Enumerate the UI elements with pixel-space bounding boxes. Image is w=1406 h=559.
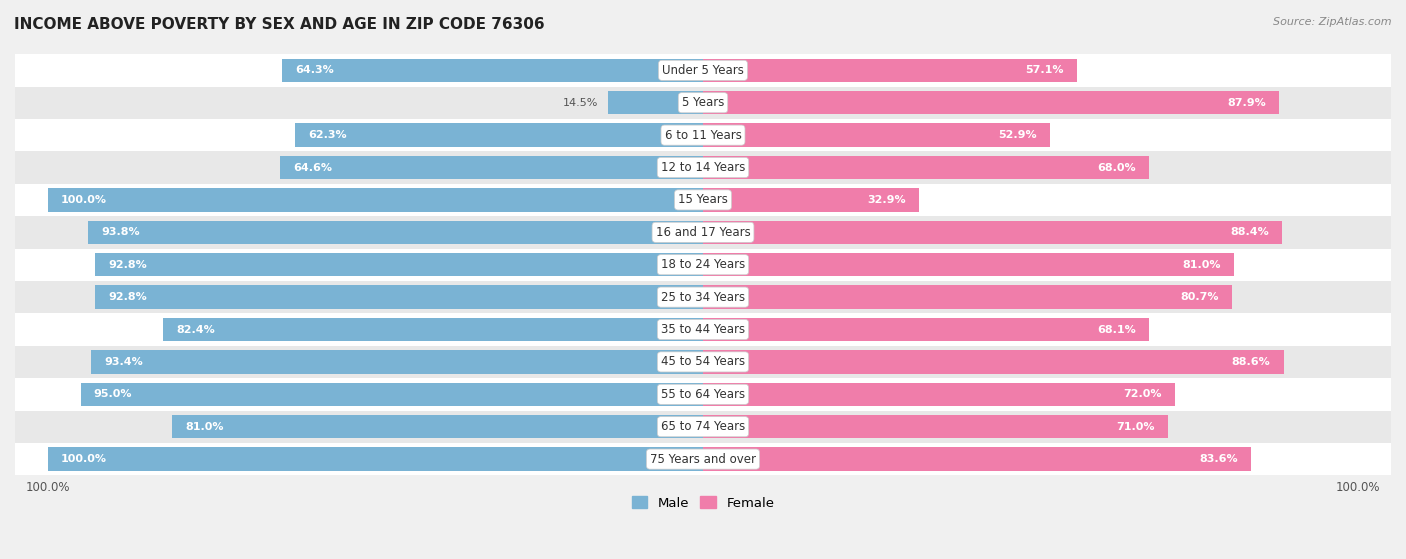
Bar xyxy=(703,253,1233,276)
Text: 93.8%: 93.8% xyxy=(101,228,141,238)
Bar xyxy=(163,318,703,341)
Text: 45 to 54 Years: 45 to 54 Years xyxy=(661,356,745,368)
Text: 88.6%: 88.6% xyxy=(1232,357,1271,367)
Bar xyxy=(15,184,1391,216)
Text: 15 Years: 15 Years xyxy=(678,193,728,206)
Text: 12 to 14 Years: 12 to 14 Years xyxy=(661,161,745,174)
Bar xyxy=(15,410,1391,443)
Bar xyxy=(15,216,1391,249)
Bar xyxy=(703,91,1279,115)
Text: 5 Years: 5 Years xyxy=(682,96,724,109)
Text: 32.9%: 32.9% xyxy=(868,195,905,205)
Text: 65 to 74 Years: 65 to 74 Years xyxy=(661,420,745,433)
Text: 93.4%: 93.4% xyxy=(104,357,143,367)
Text: 25 to 34 Years: 25 to 34 Years xyxy=(661,291,745,304)
Text: 57.1%: 57.1% xyxy=(1025,65,1064,75)
Text: 95.0%: 95.0% xyxy=(94,389,132,399)
Text: 87.9%: 87.9% xyxy=(1227,98,1265,108)
Text: 14.5%: 14.5% xyxy=(562,98,598,108)
Bar xyxy=(89,221,703,244)
Text: 35 to 44 Years: 35 to 44 Years xyxy=(661,323,745,336)
Text: 82.4%: 82.4% xyxy=(176,325,215,334)
Text: 72.0%: 72.0% xyxy=(1123,389,1161,399)
Bar xyxy=(703,124,1050,147)
Bar xyxy=(703,59,1077,82)
Bar xyxy=(48,188,703,212)
Text: 52.9%: 52.9% xyxy=(998,130,1036,140)
Text: 80.7%: 80.7% xyxy=(1180,292,1219,302)
Text: 16 and 17 Years: 16 and 17 Years xyxy=(655,226,751,239)
Bar xyxy=(15,151,1391,184)
Bar xyxy=(703,286,1232,309)
Bar xyxy=(703,221,1282,244)
Bar xyxy=(703,350,1284,373)
Text: 81.0%: 81.0% xyxy=(186,421,224,432)
Bar xyxy=(703,188,918,212)
Bar xyxy=(15,119,1391,151)
Text: 64.3%: 64.3% xyxy=(295,65,333,75)
Text: 71.0%: 71.0% xyxy=(1116,421,1156,432)
Bar xyxy=(703,383,1175,406)
Bar xyxy=(295,124,703,147)
Bar xyxy=(96,286,703,309)
Text: Under 5 Years: Under 5 Years xyxy=(662,64,744,77)
Bar xyxy=(703,156,1149,179)
Text: 83.6%: 83.6% xyxy=(1199,454,1237,464)
Bar xyxy=(703,447,1251,471)
Bar xyxy=(15,378,1391,410)
Bar xyxy=(15,313,1391,345)
Text: 6 to 11 Years: 6 to 11 Years xyxy=(665,129,741,141)
Bar xyxy=(15,249,1391,281)
Bar xyxy=(15,54,1391,87)
Text: 100.0%: 100.0% xyxy=(60,454,107,464)
Bar xyxy=(15,443,1391,475)
Text: 92.8%: 92.8% xyxy=(108,260,146,269)
Text: 100.0%: 100.0% xyxy=(60,195,107,205)
Text: 88.4%: 88.4% xyxy=(1230,228,1270,238)
Text: 68.0%: 68.0% xyxy=(1097,163,1136,173)
Bar xyxy=(48,447,703,471)
Legend: Male, Female: Male, Female xyxy=(626,491,780,515)
Bar xyxy=(80,383,703,406)
Bar xyxy=(703,318,1149,341)
Bar xyxy=(91,350,703,373)
Text: 64.6%: 64.6% xyxy=(292,163,332,173)
Bar xyxy=(15,87,1391,119)
Bar xyxy=(703,415,1168,438)
Text: 81.0%: 81.0% xyxy=(1182,260,1220,269)
Text: 92.8%: 92.8% xyxy=(108,292,146,302)
Text: 75 Years and over: 75 Years and over xyxy=(650,453,756,466)
Bar xyxy=(280,156,703,179)
Bar xyxy=(173,415,703,438)
Bar xyxy=(15,281,1391,313)
Text: 68.1%: 68.1% xyxy=(1097,325,1136,334)
Bar xyxy=(15,345,1391,378)
Bar xyxy=(96,253,703,276)
Text: 18 to 24 Years: 18 to 24 Years xyxy=(661,258,745,271)
Bar xyxy=(281,59,703,82)
Text: 62.3%: 62.3% xyxy=(308,130,346,140)
Text: INCOME ABOVE POVERTY BY SEX AND AGE IN ZIP CODE 76306: INCOME ABOVE POVERTY BY SEX AND AGE IN Z… xyxy=(14,17,544,32)
Bar xyxy=(607,91,703,115)
Text: 55 to 64 Years: 55 to 64 Years xyxy=(661,388,745,401)
Text: Source: ZipAtlas.com: Source: ZipAtlas.com xyxy=(1274,17,1392,27)
